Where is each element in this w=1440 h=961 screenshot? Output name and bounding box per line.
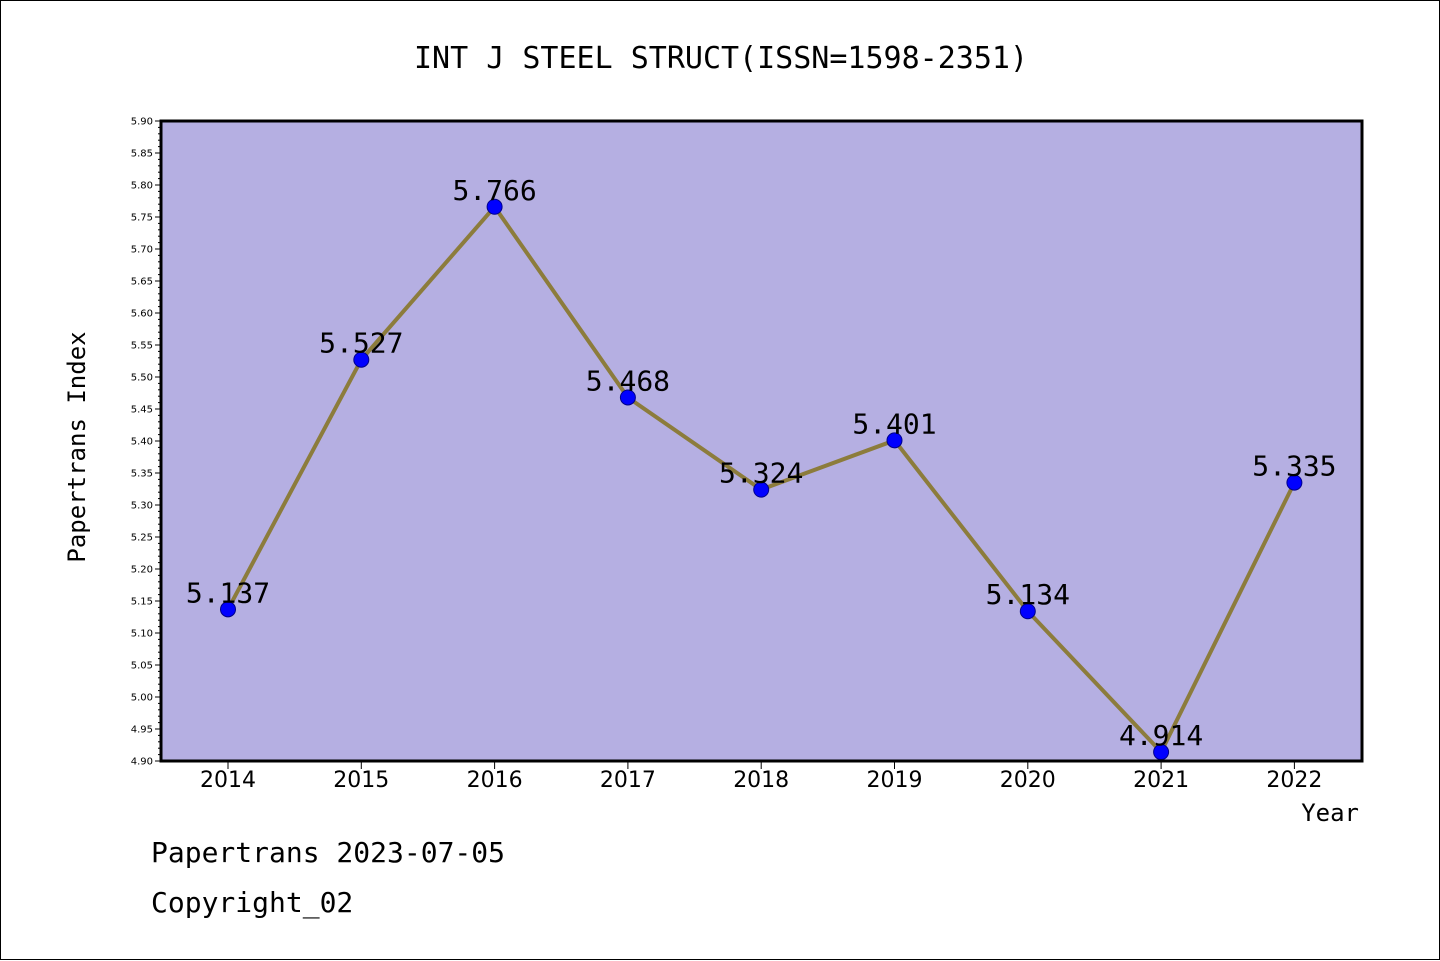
x-tick-label: 2017	[600, 768, 656, 793]
data-label: 4.914	[1119, 719, 1203, 752]
data-label: 5.137	[186, 576, 270, 609]
data-label: 5.324	[719, 457, 803, 490]
data-point	[486, 198, 503, 215]
y-axis-label: Papertrans Index	[63, 331, 91, 562]
data-label: 5.134	[986, 578, 1070, 611]
y-tick-label: 5.00	[131, 693, 153, 704]
y-tick-label: 5.70	[131, 245, 153, 256]
y-axis: 4.90 4.95 5.00 5.05 5.10 5.15 5.20 5.25 5.30 5.35…	[131, 117, 161, 768]
y-tick-label: 5.65	[131, 277, 153, 288]
y-tick-label: 5.40	[131, 437, 153, 448]
data-point	[220, 601, 236, 618]
x-tick-label: 2021	[1133, 768, 1189, 793]
data-point	[1019, 603, 1036, 620]
footer-date: Papertrans 2023-07-05	[151, 836, 506, 869]
y-tick-label: 4.90	[131, 757, 153, 768]
x-tick-label: 2022	[1266, 768, 1322, 793]
chart-title: INT J STEEL STRUCT(ISSN=1598-2351)	[414, 41, 1028, 76]
plot-border	[159, 119, 1364, 763]
data-point	[353, 351, 370, 368]
data-point	[753, 481, 770, 498]
y-tick-label: 5.80	[131, 181, 153, 192]
x-tick-label: 2020	[1000, 768, 1056, 793]
x-axis-label: Year	[1301, 799, 1359, 827]
y-tick-label: 5.25	[131, 533, 153, 544]
x-tick-label: 2018	[733, 768, 789, 793]
y-tick-label: 5.90	[131, 117, 153, 128]
y-tick-label: 5.85	[131, 149, 153, 160]
x-tick-label: 2016	[467, 768, 523, 793]
y-tick-label: 5.35	[131, 469, 153, 480]
y-tick-label: 5.75	[131, 213, 153, 224]
data-point	[1286, 474, 1303, 491]
x-tick-label: 2019	[867, 768, 923, 793]
y-tick-label: 5.05	[131, 661, 153, 672]
y-tick-label: 5.20	[131, 565, 153, 576]
data-point	[886, 432, 903, 449]
data-label: 5.468	[586, 364, 670, 397]
y-tick-label: 5.50	[131, 373, 153, 384]
data-point	[619, 389, 636, 406]
y-tick-label: 5.55	[131, 341, 153, 352]
plot-area	[161, 121, 1362, 761]
data-label: 5.766	[452, 174, 536, 207]
data-label: 5.401	[852, 407, 936, 440]
x-axis: 2014 2015 2016 2017 2018 2019 2020 2021 2022	[200, 761, 1322, 793]
y-tick-label: 5.15	[131, 597, 153, 608]
y-tick-label: 5.10	[131, 629, 153, 640]
y-tick-label: 5.60	[131, 309, 153, 320]
y-tick-label: 4.95	[131, 725, 153, 736]
x-tick-label: 2014	[200, 768, 256, 793]
series-line-group	[220, 198, 1303, 761]
data-label-group: 5.137 5.527 5.766 5.468 5.324 5.401 5.134 4.914…	[186, 174, 1337, 752]
footer-copyright: Copyright_02	[151, 886, 354, 919]
data-label: 5.335	[1252, 450, 1336, 483]
y-tick-label: 5.45	[131, 405, 153, 416]
y-tick-label: 5.30	[131, 501, 153, 512]
data-label: 5.527	[319, 327, 403, 360]
x-tick-label: 2015	[333, 768, 389, 793]
